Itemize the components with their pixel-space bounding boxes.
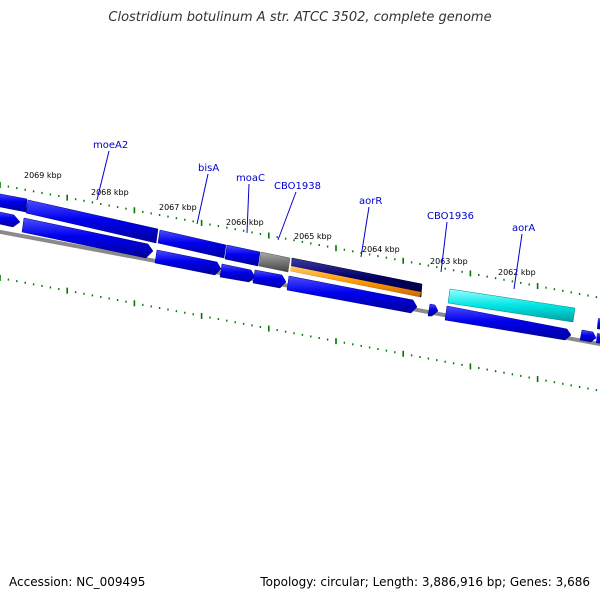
- reverse-track: [0, 211, 600, 344]
- gene-feature[interactable]: [579, 329, 597, 343]
- gene-label-CBO1938[interactable]: CBO1938: [274, 181, 321, 192]
- leader-line: [277, 191, 297, 241]
- gene-feature[interactable]: [0, 211, 21, 228]
- gene-feature[interactable]: [427, 303, 439, 317]
- leader-line: [440, 221, 448, 273]
- gene-label-aorR[interactable]: aorR: [359, 196, 382, 207]
- gene-feature[interactable]: [596, 333, 600, 344]
- gene-feature[interactable]: [154, 249, 222, 276]
- kbp-label: 2069 kbp: [24, 171, 62, 180]
- gene-feature[interactable]: [21, 217, 154, 259]
- gene-label-moeA2[interactable]: moeA2: [93, 140, 128, 151]
- kbp-label: 2065 kbp: [294, 232, 332, 241]
- gene-feature-CBO1938[interactable]: [258, 251, 291, 273]
- kbp-label: 2067 kbp: [159, 203, 197, 212]
- accession-text: Accession: NC_009495: [9, 575, 146, 589]
- gene-labels: moeA2 bisA moaC CBO1938 aorR CBO1936 aor…: [93, 140, 535, 290]
- map-title: Clostridium botulinum A str. ATCC 3502, …: [108, 10, 492, 25]
- gene-feature-aorA[interactable]: [447, 288, 576, 323]
- kbp-label: 2064 kbp: [362, 245, 400, 254]
- leader-line: [513, 233, 523, 290]
- gene-label-CBO1936[interactable]: CBO1936: [427, 211, 474, 222]
- gene-label-aorA[interactable]: aorA: [512, 223, 535, 234]
- genome-stats-text: Topology: circular; Length: 3,886,916 bp…: [260, 575, 590, 589]
- kbp-label: 2063 kbp: [430, 257, 468, 266]
- kbp-label: 2068 kbp: [91, 188, 129, 197]
- gene-label-bisA[interactable]: bisA: [198, 163, 219, 174]
- gene-feature-moeA2[interactable]: [25, 199, 159, 244]
- leader-line: [96, 150, 110, 201]
- forward-track: [0, 193, 600, 330]
- leader-line: [246, 183, 250, 234]
- gene-feature-bisA[interactable]: [157, 229, 227, 259]
- gene-feature[interactable]: [219, 263, 256, 283]
- gene-feature-aorR-hit: [290, 266, 421, 297]
- tick-ring-inner: [0, 275, 598, 392]
- leader-line: [360, 206, 370, 258]
- gene-feature[interactable]: [286, 275, 418, 314]
- tick-ring-outer: [0, 182, 598, 299]
- gene-feature-edge[interactable]: [597, 318, 600, 330]
- gene-feature[interactable]: [252, 269, 287, 289]
- gene-label-moaC[interactable]: moaC: [236, 173, 265, 184]
- gene-feature-moaC[interactable]: [224, 244, 261, 267]
- kbp-label: 2066 kbp: [226, 218, 264, 227]
- gene-feature[interactable]: [444, 305, 572, 341]
- leader-line: [196, 173, 209, 225]
